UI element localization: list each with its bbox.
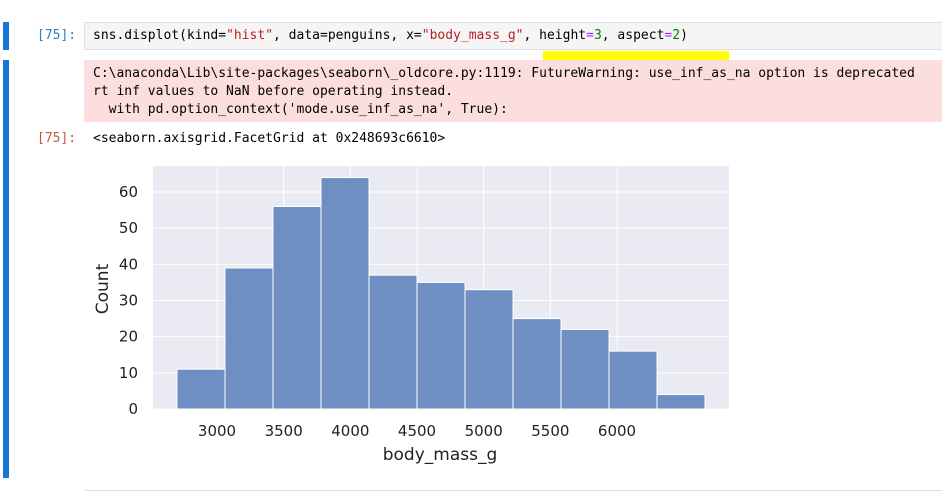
output-cell-indicator[interactable]: [3, 60, 9, 478]
code-operator: =: [586, 28, 594, 43]
histogram-bar: [464, 289, 514, 410]
x-tick-label: 4500: [398, 422, 436, 440]
input-prompt: [75]:: [37, 28, 77, 43]
x-tick-label: 5500: [531, 422, 569, 440]
code-token: sns.displot(kind=: [93, 28, 227, 43]
x-tick-label: 3000: [198, 422, 236, 440]
x-tick-label: 3500: [265, 422, 303, 440]
code-input-area[interactable]: [84, 22, 942, 50]
code-token: , height: [523, 28, 587, 43]
code-token: , aspect: [601, 28, 665, 43]
stderr-line: rt inf values to NaN before operating in…: [93, 84, 454, 99]
histogram-bar: [512, 318, 562, 410]
stderr-warning-output: C:\anaconda\Lib\site-packages\seaborn\_o…: [84, 60, 942, 122]
code-token: , data=penguins, x=: [273, 28, 422, 43]
y-axis-label: Count: [93, 263, 113, 314]
code-number: 2: [672, 28, 681, 43]
histogram-bar: [176, 368, 226, 410]
code-number: 3: [593, 28, 602, 43]
x-tick-label: 5000: [465, 422, 503, 440]
y-tick-label: 10: [119, 364, 138, 382]
input-cell-indicator[interactable]: [3, 22, 9, 50]
y-tick-label: 50: [119, 219, 138, 237]
x-tick-label: 6000: [598, 422, 636, 440]
histogram-bar: [608, 350, 658, 410]
x-axis-label: body_mass_g: [383, 445, 498, 465]
y-tick-label: 30: [119, 292, 138, 310]
stderr-line: with pd.option_context('mode.use_inf_as_…: [93, 102, 508, 117]
code-string: "body_mass_g": [421, 28, 524, 43]
histogram-bar: [272, 206, 322, 410]
x-tick-label: 4000: [331, 422, 369, 440]
histogram-bar: [656, 394, 706, 410]
histogram-bar: [560, 328, 610, 410]
y-tick-label: 40: [119, 255, 138, 273]
output-prompt: [75]:: [37, 131, 77, 146]
code-string: "hist": [226, 28, 274, 43]
code-line[interactable]: sns.displot(kind="hist", data=penguins, …: [93, 28, 688, 43]
y-tick-label: 0: [128, 400, 138, 418]
histogram-bar: [416, 281, 466, 410]
cell-divider: [84, 490, 942, 491]
histogram-bar: [368, 274, 418, 410]
stderr-line: C:\anaconda\Lib\site-packages\seaborn\_o…: [93, 66, 915, 81]
output-repr: <seaborn.axisgrid.FacetGrid at 0x248693c…: [93, 131, 446, 146]
code-operator: =: [664, 28, 673, 43]
y-tick-label: 60: [119, 183, 138, 201]
histogram-bar: [224, 267, 274, 410]
histogram-bar: [320, 177, 370, 410]
y-tick-label: 20: [119, 328, 138, 346]
code-token: ): [680, 28, 688, 43]
